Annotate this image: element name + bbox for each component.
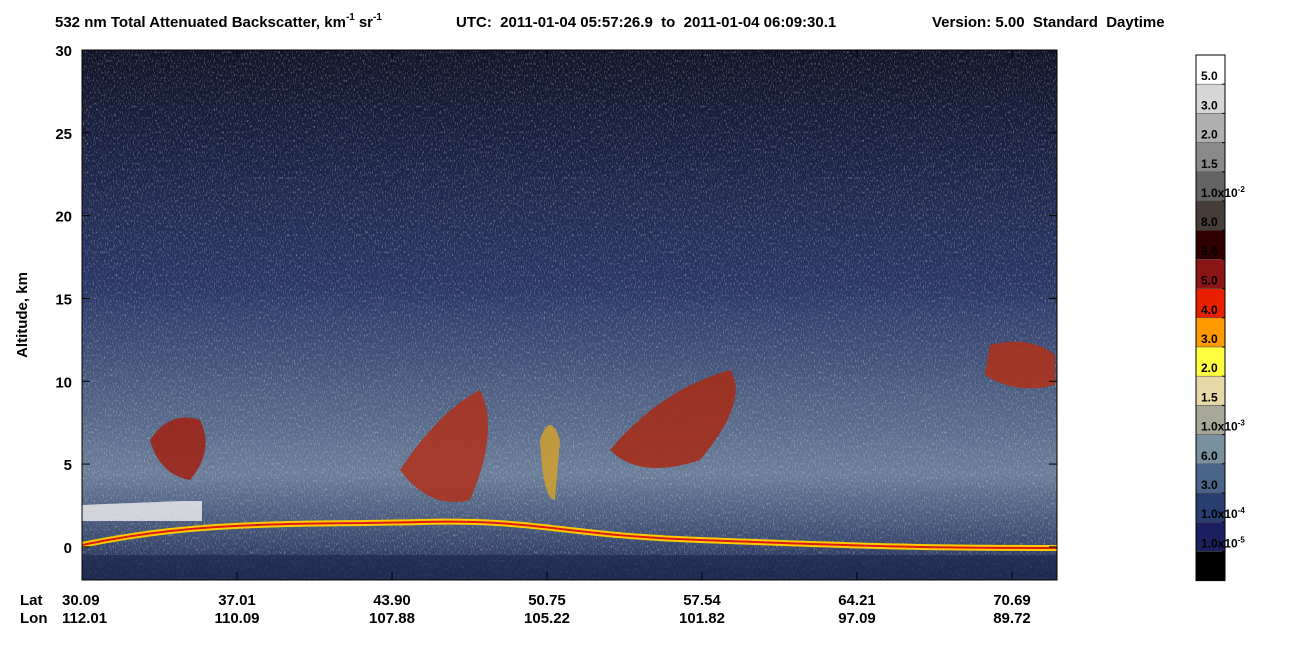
colorbar-swatch bbox=[1195, 200, 1226, 231]
colorbar-label-text: 1.0x10 bbox=[1201, 536, 1238, 550]
colorbar-label: 3.0 bbox=[1201, 332, 1218, 346]
colorbar-label: 1.0x10-5 bbox=[1201, 535, 1245, 550]
colorbar-label: 1.0x10-4 bbox=[1201, 506, 1245, 521]
y-tick-label: 20 bbox=[55, 209, 72, 226]
colorbar-label-text: 6.0 bbox=[1201, 244, 1218, 258]
x-tick-label: 30.09 bbox=[62, 592, 100, 609]
x-row-label: Lon bbox=[20, 610, 48, 627]
y-axis-label: Altitude, km bbox=[14, 272, 31, 358]
x-tick-label: 57.54 bbox=[683, 592, 721, 609]
colorbar-label-text: 5.0 bbox=[1201, 274, 1218, 288]
colorbar-label: 6.0 bbox=[1201, 449, 1218, 463]
colorbar-label-text: 3.0 bbox=[1201, 98, 1218, 112]
y-tick-label: 5 bbox=[64, 457, 72, 474]
colorbar-label: 3.0 bbox=[1201, 98, 1218, 112]
x-tick-label: 107.88 bbox=[369, 610, 415, 627]
colorbar-label: 8.0 bbox=[1201, 215, 1218, 229]
colorbar-swatch bbox=[1195, 551, 1226, 581]
x-tick-label: 101.82 bbox=[679, 610, 725, 627]
colorbar-label: 3.0 bbox=[1201, 478, 1218, 492]
colorbar-label: 5.0 bbox=[1201, 274, 1218, 288]
colorbar-label: 2.0 bbox=[1201, 361, 1218, 375]
x-tick-label: 110.09 bbox=[214, 610, 259, 627]
y-tick-label: 0 bbox=[64, 540, 72, 557]
x-tick-label: 50.75 bbox=[528, 592, 566, 609]
colorbar-label-exp: -3 bbox=[1238, 419, 1246, 428]
colorbar-label: 4.0 bbox=[1201, 303, 1218, 317]
colorbar-label: 1.0x10-2 bbox=[1201, 185, 1245, 200]
title-text: sr bbox=[359, 14, 373, 31]
x-tick-label: 112.01 bbox=[62, 610, 107, 627]
title-sup: -1 bbox=[346, 12, 355, 23]
colorbar-label-exp: -4 bbox=[1238, 506, 1246, 515]
colorbar-swatch bbox=[1195, 259, 1226, 289]
title-sup: -1 bbox=[373, 12, 382, 23]
x-tick-label: 43.90 bbox=[373, 592, 411, 609]
y-tick-label: 15 bbox=[55, 291, 72, 308]
colorbar-label: 5.0 bbox=[1201, 69, 1218, 83]
curtain-image bbox=[82, 50, 1057, 580]
colorbar-swatch bbox=[1195, 229, 1226, 260]
colorbar-label-text: 1.5 bbox=[1201, 390, 1218, 404]
colorbar-label: 1.5 bbox=[1201, 390, 1218, 404]
colorbar-label-exp: -5 bbox=[1238, 535, 1246, 544]
colorbar-label-text: 8.0 bbox=[1201, 215, 1218, 229]
colorbar-label-text: 1.5 bbox=[1201, 157, 1218, 171]
x-row-label: Lat bbox=[20, 592, 43, 609]
colorbar-swatch bbox=[1195, 346, 1226, 377]
colorbar-label-text: 1.0x10 bbox=[1201, 507, 1238, 521]
colorbar-label-text: 6.0 bbox=[1201, 449, 1218, 463]
x-tick-label: 89.72 bbox=[993, 610, 1031, 627]
colorbar-label-text: 1.0x10 bbox=[1201, 186, 1238, 200]
x-tick-label: 37.01 bbox=[218, 592, 256, 609]
title-time: UTC: 2011-01-04 05:57:26.9 to 2011-01-04… bbox=[456, 14, 836, 31]
y-tick-label: 25 bbox=[55, 126, 72, 143]
colorbar-label-text: 3.0 bbox=[1201, 478, 1218, 492]
colorbar-swatch bbox=[1195, 171, 1226, 202]
colorbar-label-text: 2.0 bbox=[1201, 128, 1218, 142]
colorbar-label: 1.5 bbox=[1201, 157, 1218, 171]
colorbar-label-text: 3.0 bbox=[1201, 332, 1218, 346]
x-tick-label: 97.09 bbox=[838, 610, 876, 627]
title-text: 532 nm Total Attenuated Backscatter, km bbox=[55, 14, 346, 31]
colorbar-label: 2.0 bbox=[1201, 128, 1218, 142]
x-tick-label: 105.22 bbox=[524, 610, 570, 627]
colorbar-label-text: 4.0 bbox=[1201, 303, 1218, 317]
y-tick-label: 10 bbox=[55, 374, 72, 391]
x-tick-label: 64.21 bbox=[838, 592, 876, 609]
colorbar-label-text: 2.0 bbox=[1201, 361, 1218, 375]
colorbar-label: 6.0 bbox=[1201, 244, 1218, 258]
colorbar-label-exp: -2 bbox=[1238, 185, 1246, 194]
colorbar-label: 1.0x10-3 bbox=[1201, 419, 1245, 434]
x-tick-label: 70.69 bbox=[993, 592, 1031, 609]
colorbar-swatch bbox=[1195, 142, 1226, 173]
plot-frame bbox=[81, 49, 1058, 581]
colorbar-swatch bbox=[1195, 521, 1226, 552]
colorbar-label-text: 5.0 bbox=[1201, 69, 1218, 83]
colorbar-label-text: 1.0x10 bbox=[1201, 420, 1238, 434]
title-version: Version: 5.00 Standard Daytime bbox=[932, 14, 1165, 31]
colorbar-swatch bbox=[1195, 463, 1226, 494]
chart-title: 532 nm Total Attenuated Backscatter, km-… bbox=[55, 12, 382, 31]
y-tick-label: 30 bbox=[55, 43, 72, 60]
